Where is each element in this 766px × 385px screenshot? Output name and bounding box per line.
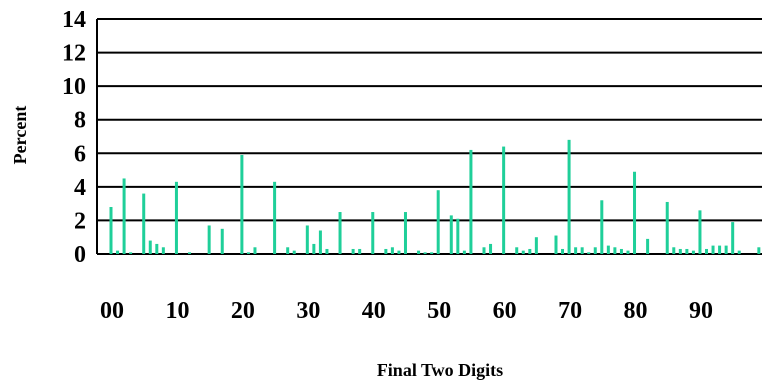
x-tick-label: 60 bbox=[493, 298, 517, 324]
bar-15 bbox=[207, 225, 211, 254]
bar-27 bbox=[286, 247, 290, 254]
x-tick-label: 00 bbox=[100, 298, 124, 324]
bar-55 bbox=[469, 149, 473, 254]
y-tick-label: 12 bbox=[62, 41, 86, 67]
bar-95 bbox=[731, 222, 735, 254]
bar-94 bbox=[724, 245, 728, 254]
bar-3 bbox=[129, 252, 133, 254]
bar-37 bbox=[351, 248, 355, 254]
x-tick-labels: 00 10 20 30 40 50 60 70 80 90 bbox=[100, 298, 713, 324]
y-tick-label: 14 bbox=[62, 7, 86, 33]
bar-52 bbox=[449, 215, 453, 254]
y-tick-label: 0 bbox=[74, 242, 86, 268]
y-tick-label: 10 bbox=[62, 74, 86, 100]
bar-93 bbox=[718, 245, 722, 254]
x-tick-label: 40 bbox=[362, 298, 386, 324]
bar-77 bbox=[613, 247, 617, 254]
y-axis-title: Percent bbox=[10, 106, 30, 165]
bar-70 bbox=[567, 139, 571, 254]
bar-17 bbox=[220, 228, 224, 254]
bar-58 bbox=[489, 243, 493, 254]
bar-22 bbox=[253, 247, 257, 254]
bar-96 bbox=[737, 250, 741, 254]
bar-2 bbox=[122, 178, 126, 254]
bar-50 bbox=[436, 190, 440, 254]
bar-53 bbox=[456, 218, 460, 254]
bar-75 bbox=[600, 200, 604, 254]
bar-65 bbox=[534, 237, 538, 254]
bar-79 bbox=[626, 250, 630, 254]
bar-92 bbox=[711, 245, 715, 254]
bar-0 bbox=[109, 207, 113, 254]
bar-60 bbox=[502, 146, 506, 254]
bar-33 bbox=[325, 248, 329, 254]
bar-64 bbox=[528, 248, 532, 254]
bar-57 bbox=[482, 247, 486, 254]
bar-44 bbox=[397, 250, 401, 254]
y-tick-label: 8 bbox=[74, 108, 86, 134]
bar-69 bbox=[561, 248, 565, 254]
bar-90 bbox=[698, 210, 702, 254]
x-tick-label: 90 bbox=[689, 298, 713, 324]
y-tick-label: 2 bbox=[74, 208, 86, 234]
bar-21 bbox=[246, 252, 250, 254]
bar-49 bbox=[430, 252, 434, 254]
bar-85 bbox=[665, 201, 669, 254]
bar-12 bbox=[188, 252, 192, 254]
bar-80 bbox=[633, 171, 637, 254]
bar-91 bbox=[705, 248, 709, 254]
bar-74 bbox=[593, 247, 597, 254]
bar-99 bbox=[757, 247, 761, 254]
x-tick-label: 10 bbox=[165, 298, 189, 324]
bar-43 bbox=[390, 247, 394, 254]
bar-72 bbox=[580, 247, 584, 254]
y-tick-label: 6 bbox=[74, 141, 86, 167]
bar-63 bbox=[521, 250, 525, 254]
bar-35 bbox=[338, 212, 342, 254]
bar-20 bbox=[240, 154, 244, 254]
bar-42 bbox=[384, 248, 388, 254]
bar-32 bbox=[318, 230, 322, 254]
bar-48 bbox=[423, 252, 427, 254]
bars bbox=[109, 139, 761, 254]
bar-30 bbox=[305, 225, 309, 254]
bar-76 bbox=[606, 245, 610, 254]
bar-54 bbox=[462, 250, 466, 254]
bar-31 bbox=[312, 243, 316, 254]
bar-6 bbox=[148, 240, 152, 254]
y-tick-label: 4 bbox=[74, 175, 86, 201]
x-tick-label: 70 bbox=[558, 298, 582, 324]
bar-25 bbox=[273, 181, 277, 254]
bar-7 bbox=[155, 243, 159, 254]
bar-5 bbox=[142, 193, 146, 254]
x-tick-label: 80 bbox=[624, 298, 648, 324]
x-tick-label: 20 bbox=[231, 298, 255, 324]
bar-40 bbox=[371, 212, 375, 254]
bar-28 bbox=[292, 250, 296, 254]
bar-45 bbox=[403, 212, 407, 254]
bar-71 bbox=[574, 247, 578, 254]
bar-1 bbox=[116, 250, 120, 254]
bar-87 bbox=[678, 248, 682, 254]
bar-8 bbox=[161, 247, 165, 254]
x-axis-title: Final Two Digits bbox=[377, 360, 503, 380]
x-tick-label: 30 bbox=[296, 298, 320, 324]
bar-89 bbox=[691, 250, 695, 254]
bar-86 bbox=[672, 247, 676, 254]
bar-88 bbox=[685, 248, 689, 254]
x-tick-label: 50 bbox=[427, 298, 451, 324]
bar-62 bbox=[515, 247, 519, 254]
bar-10 bbox=[174, 181, 178, 254]
gridlines bbox=[96, 18, 762, 255]
bar-47 bbox=[417, 250, 421, 254]
bar-68 bbox=[554, 235, 558, 254]
bar-82 bbox=[646, 238, 650, 254]
y-tick-labels: 0 2 4 6 8 10 12 14 bbox=[62, 7, 86, 268]
bar-38 bbox=[358, 248, 362, 254]
bar-73 bbox=[587, 252, 591, 254]
bar-78 bbox=[619, 248, 623, 254]
